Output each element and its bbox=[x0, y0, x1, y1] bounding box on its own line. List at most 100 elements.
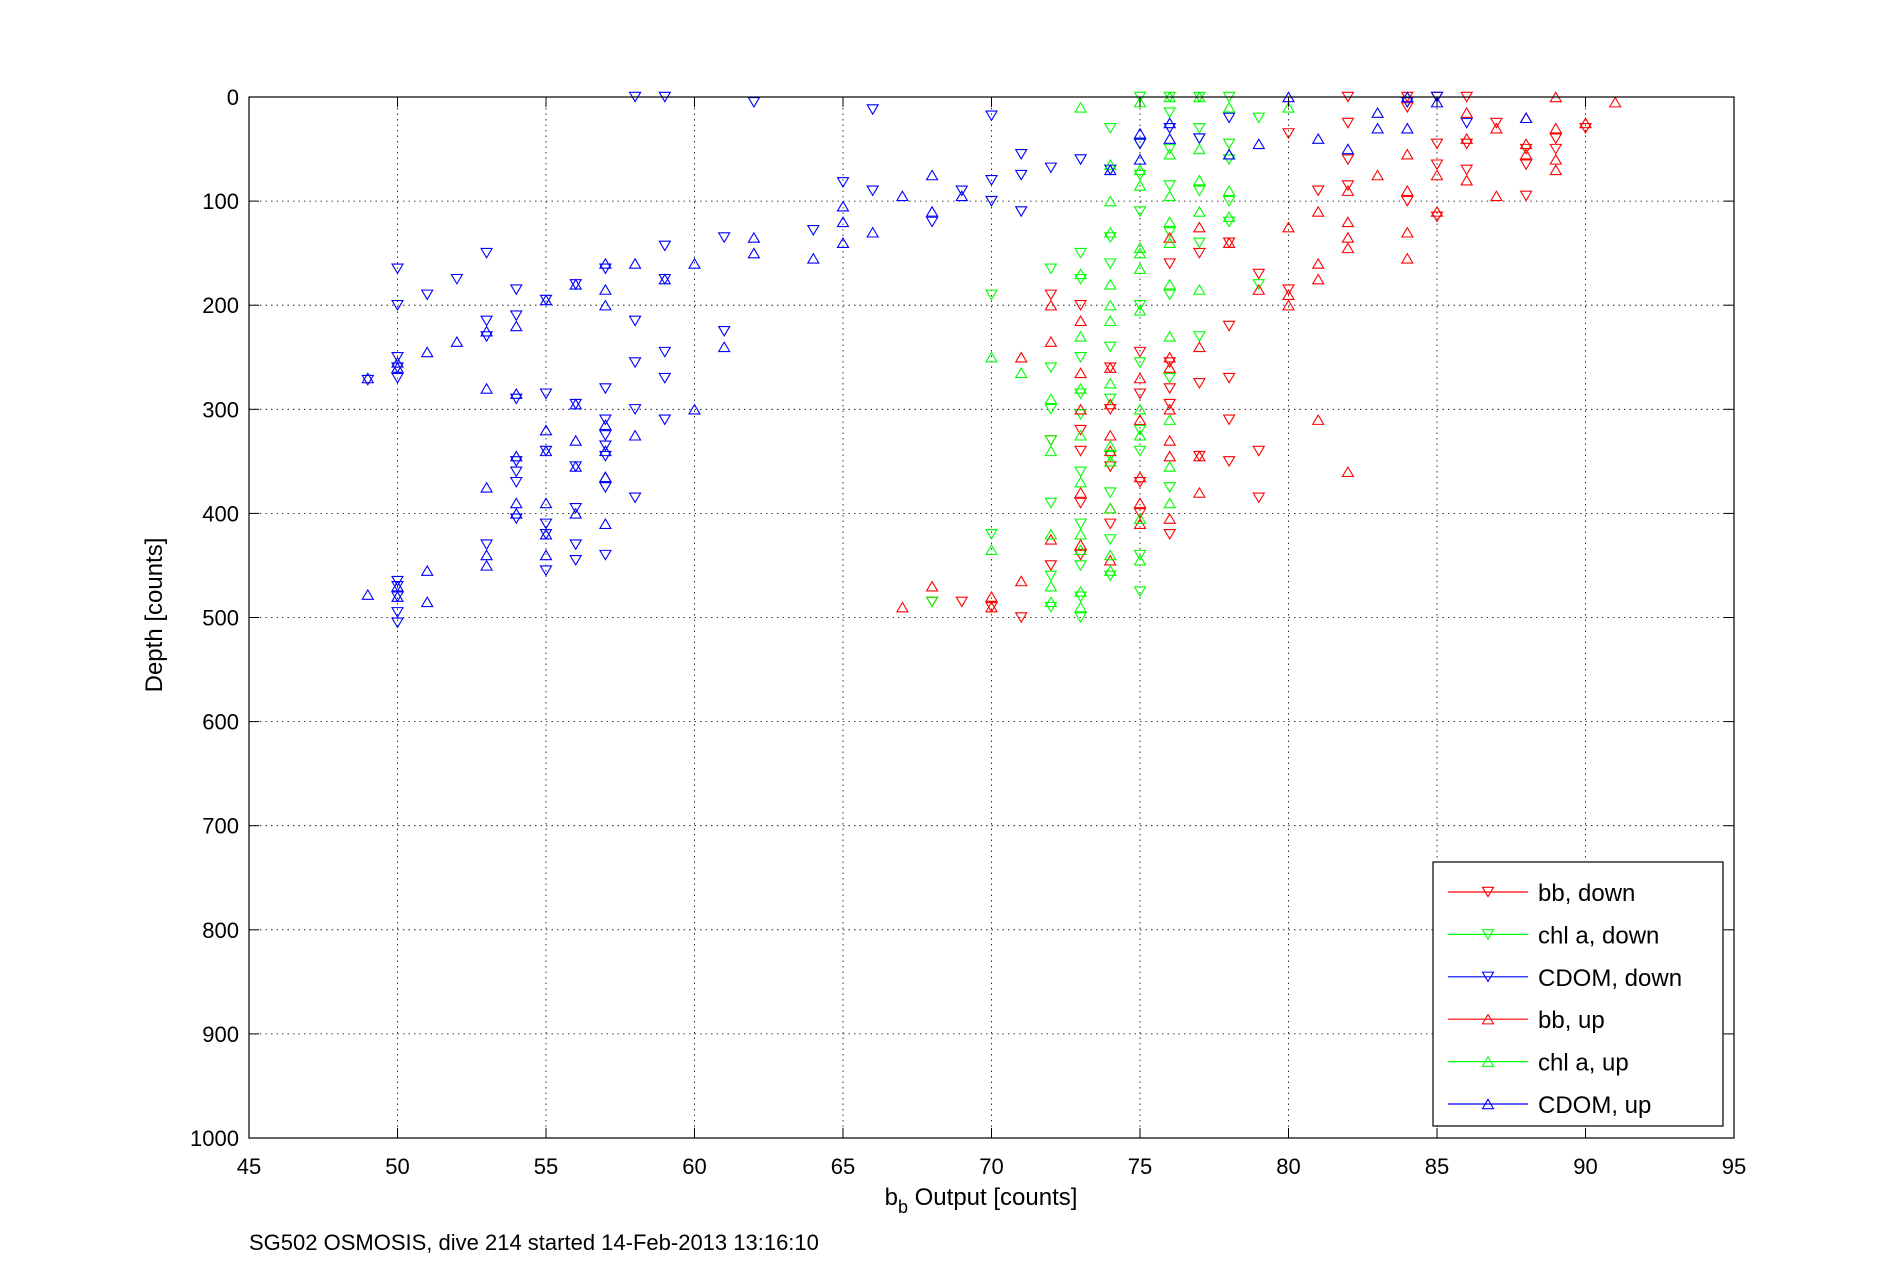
data-point bbox=[420, 564, 434, 576]
data-point bbox=[569, 398, 583, 410]
data-point bbox=[1074, 268, 1088, 280]
data-point bbox=[598, 414, 612, 426]
data-point bbox=[1133, 508, 1147, 520]
data-point bbox=[1311, 205, 1325, 217]
legend-label: chl a, down bbox=[1538, 922, 1659, 949]
y-tick-label: 900 bbox=[202, 1022, 239, 1047]
y-tick-label: 600 bbox=[202, 710, 239, 735]
data-point bbox=[539, 549, 553, 561]
data-point bbox=[1252, 112, 1266, 124]
data-point bbox=[480, 315, 494, 327]
legend-marker bbox=[1481, 1013, 1495, 1025]
data-point bbox=[598, 549, 612, 561]
data-point bbox=[569, 434, 583, 446]
data-point bbox=[1222, 112, 1236, 124]
data-point bbox=[1044, 299, 1058, 311]
data-point bbox=[480, 559, 494, 571]
data-point bbox=[1341, 216, 1355, 228]
data-point bbox=[1163, 528, 1177, 540]
data-point bbox=[1163, 231, 1177, 243]
data-point bbox=[1163, 330, 1177, 342]
data-point bbox=[1192, 283, 1206, 295]
data-point bbox=[1014, 612, 1028, 624]
data-point bbox=[1074, 424, 1088, 436]
data-point bbox=[925, 169, 939, 181]
data-point bbox=[1192, 331, 1206, 343]
data-point bbox=[1519, 190, 1533, 202]
data-point bbox=[1103, 518, 1117, 530]
data-point bbox=[391, 352, 404, 364]
data-point bbox=[420, 289, 434, 301]
data-point bbox=[1074, 528, 1088, 540]
data-point bbox=[391, 580, 404, 592]
data-point bbox=[569, 278, 583, 290]
data-point bbox=[1074, 538, 1088, 550]
data-point bbox=[1133, 357, 1147, 369]
data-point bbox=[1163, 413, 1177, 425]
data-point bbox=[628, 257, 642, 269]
data-point bbox=[658, 414, 672, 426]
data-point bbox=[1252, 445, 1266, 457]
data-point bbox=[1133, 388, 1147, 400]
data-point bbox=[1400, 148, 1414, 160]
legend-marker bbox=[1481, 1098, 1495, 1110]
data-point bbox=[806, 225, 820, 237]
data-point bbox=[1430, 205, 1444, 217]
x-tick-label: 60 bbox=[682, 1154, 706, 1179]
data-point bbox=[1133, 586, 1147, 598]
data-point bbox=[1579, 117, 1592, 129]
data-point bbox=[1074, 560, 1088, 572]
data-point bbox=[1549, 133, 1563, 145]
y-tick-label: 400 bbox=[202, 501, 239, 526]
data-point bbox=[1103, 258, 1117, 270]
data-point bbox=[539, 388, 553, 400]
x-axis-label-rest: Output [counts] bbox=[908, 1184, 1077, 1211]
legend: bb, down chl a, down CDOM, down bb, up chl a… bbox=[1432, 861, 1724, 1127]
data-point bbox=[985, 195, 998, 207]
data-point bbox=[747, 247, 761, 259]
data-point bbox=[1044, 263, 1058, 275]
data-point bbox=[955, 185, 969, 197]
data-point bbox=[1163, 512, 1177, 524]
data-point bbox=[1133, 179, 1147, 191]
data-point bbox=[361, 374, 375, 386]
data-point bbox=[1341, 143, 1355, 155]
data-point bbox=[985, 351, 998, 363]
data-point bbox=[1133, 127, 1147, 139]
data-point bbox=[1163, 497, 1177, 509]
data-point bbox=[658, 240, 672, 252]
data-point bbox=[1074, 486, 1088, 498]
data-point bbox=[1282, 289, 1295, 301]
data-point bbox=[1074, 544, 1088, 556]
y-tick-label: 200 bbox=[202, 293, 239, 318]
data-point bbox=[1133, 304, 1147, 316]
data-point bbox=[1133, 429, 1147, 441]
data-point bbox=[480, 247, 494, 259]
data-point bbox=[1192, 123, 1206, 134]
legend-label: bb, down bbox=[1538, 880, 1635, 907]
data-point bbox=[1400, 184, 1414, 196]
data-point bbox=[1222, 372, 1236, 384]
x-tick-label: 70 bbox=[979, 1154, 1003, 1179]
data-point bbox=[1014, 351, 1028, 363]
y-tick-label: 100 bbox=[202, 189, 239, 214]
data-point bbox=[1192, 185, 1206, 197]
data-point bbox=[569, 539, 583, 551]
data-point bbox=[1133, 471, 1147, 483]
data-point bbox=[628, 429, 642, 441]
data-point bbox=[1549, 143, 1563, 155]
data-point bbox=[1460, 106, 1474, 118]
data-point bbox=[985, 110, 998, 122]
data-point bbox=[1133, 299, 1147, 311]
data-point bbox=[1252, 268, 1266, 280]
data-point bbox=[1371, 106, 1385, 118]
data-point bbox=[1044, 497, 1058, 509]
data-point bbox=[688, 257, 701, 269]
data-point bbox=[1074, 101, 1088, 113]
data-point bbox=[598, 299, 612, 311]
data-point bbox=[1311, 185, 1325, 197]
y-tick-label: 500 bbox=[202, 606, 239, 631]
data-point bbox=[985, 528, 998, 540]
data-point bbox=[509, 310, 523, 322]
